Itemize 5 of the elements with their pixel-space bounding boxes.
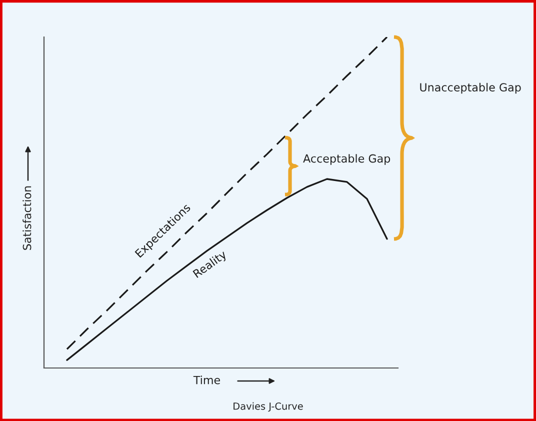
- annotation: Acceptable Gap: [303, 154, 390, 165]
- text: Davies J-Curve: [234, 402, 303, 412]
- text: Unacceptable Gap: [420, 82, 521, 94]
- x-axis-title: Time: [193, 376, 220, 384]
- y-axis-title: Satisfaction: [22, 186, 32, 250]
